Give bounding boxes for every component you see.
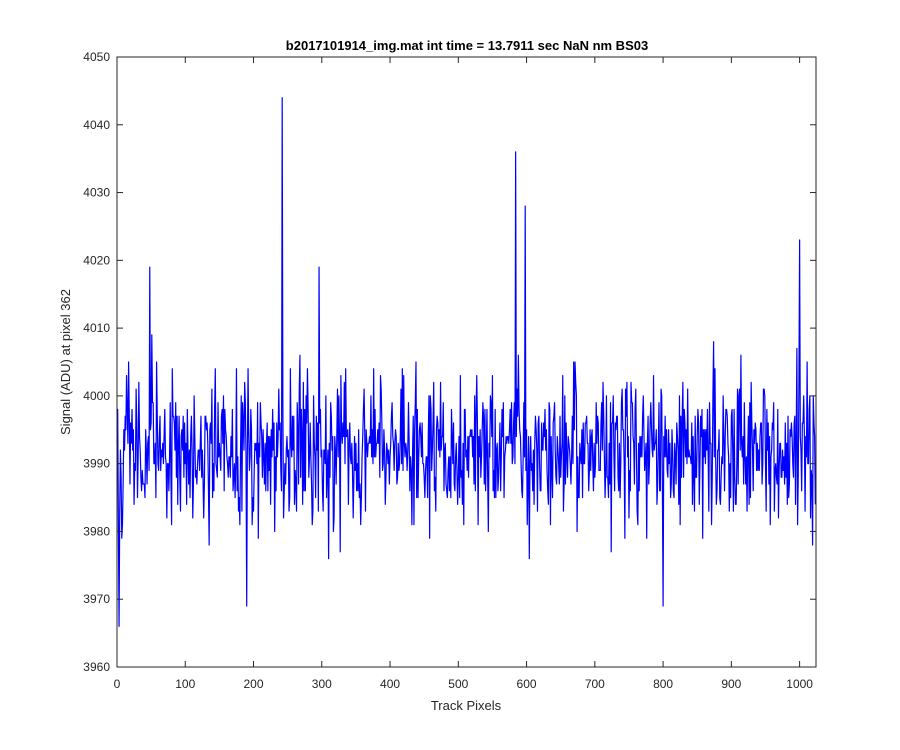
y-tick-label: 4050	[83, 50, 110, 64]
series-layer	[116, 97, 816, 627]
y-tick-label: 3970	[83, 592, 110, 606]
series-line	[116, 97, 816, 627]
y-tick-label: 4030	[83, 186, 110, 200]
x-tick-label: 900	[721, 677, 741, 691]
y-axis-title: Signal (ADU) at pixel 362	[58, 289, 73, 435]
x-tick-label: 400	[380, 677, 400, 691]
y-tick-label: 3990	[83, 457, 110, 471]
axes: 0 100 200 300 400 500 600 700 800 900 1000 3960 3970…	[83, 50, 817, 691]
x-tick-label: 1000	[786, 677, 813, 691]
y-tick-label: 4000	[83, 389, 110, 403]
y-tick-label: 4040	[83, 118, 110, 132]
y-tick-label: 4020	[83, 253, 110, 267]
x-tick-label: 200	[244, 677, 264, 691]
x-tick-label: 700	[585, 677, 605, 691]
ticks-layer: 0 100 200 300 400 500 600 700 800 900 1000 3960 3970…	[83, 50, 816, 691]
y-tick-label: 3960	[83, 660, 110, 674]
x-tick-label: 0	[114, 677, 121, 691]
x-tick-label: 600	[517, 677, 537, 691]
x-tick-label: 800	[653, 677, 673, 691]
y-tick-label: 3980	[83, 524, 110, 538]
x-tick-label: 500	[448, 677, 468, 691]
plot-area	[117, 57, 816, 667]
x-tick-label: 100	[175, 677, 195, 691]
y-tick-label: 4010	[83, 321, 110, 335]
axes-box	[116, 56, 817, 668]
plot-title: b2017101914_img.mat int time = 13.7911 s…	[286, 38, 648, 53]
x-axis-title: Track Pixels	[431, 698, 502, 713]
x-tick-label: 300	[312, 677, 332, 691]
